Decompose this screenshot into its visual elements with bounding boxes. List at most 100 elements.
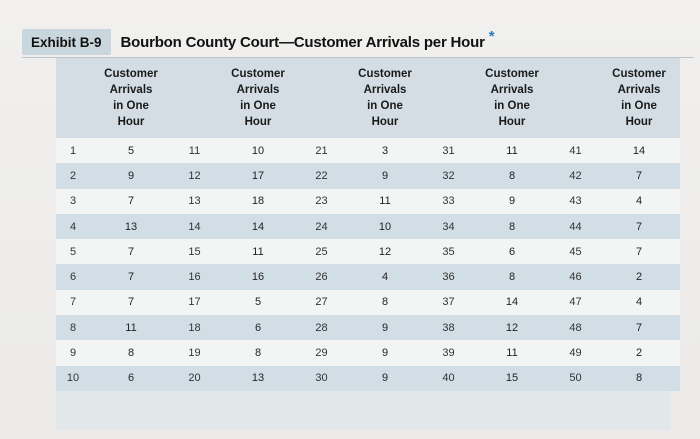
arrivals-value-cell: 11 bbox=[90, 315, 172, 341]
arrivals-value-cell: 7 bbox=[598, 315, 680, 341]
hour-number-cell: 5 bbox=[56, 239, 90, 265]
table-row: 2 9 12 17 22 9 32 8 42 7 bbox=[56, 163, 680, 189]
arrivals-value-cell: 7 bbox=[598, 239, 680, 265]
hour-number-cell: 34 bbox=[426, 213, 471, 240]
table-row: 6 7 16 16 26 4 36 8 46 2 bbox=[56, 264, 680, 290]
arrivals-value-cell: 14 bbox=[598, 138, 680, 164]
hour-number-cell: 8 bbox=[56, 315, 90, 341]
arrivals-value-cell: 8 bbox=[471, 163, 553, 189]
arrivals-value-cell: 5 bbox=[90, 138, 172, 164]
hour-number-cell: 17 bbox=[172, 289, 217, 316]
hour-number-cell: 35 bbox=[426, 239, 471, 265]
arrivals-value-cell: 5 bbox=[217, 289, 299, 316]
hour-number-cell: 29 bbox=[299, 340, 344, 366]
hour-number-cell: 30 bbox=[299, 365, 344, 391]
hour-number-cell: 3 bbox=[56, 188, 90, 214]
hour-number-cell: 49 bbox=[553, 340, 598, 366]
header-index-cell bbox=[299, 58, 344, 138]
arrivals-value-cell: 11 bbox=[471, 340, 553, 366]
hour-number-cell: 21 bbox=[299, 138, 344, 164]
arrivals-value-cell: 3 bbox=[344, 138, 426, 164]
arrivals-value-cell: 6 bbox=[90, 365, 172, 391]
hour-number-cell: 2 bbox=[56, 163, 90, 189]
header-customer-arrivals: Customer Arrivals in One Hour bbox=[471, 58, 553, 138]
arrivals-value-cell: 18 bbox=[217, 188, 299, 214]
arrivals-value-cell: 4 bbox=[598, 289, 680, 316]
hour-number-cell: 6 bbox=[56, 264, 90, 290]
title-divider bbox=[22, 57, 694, 58]
arrivals-value-cell: 8 bbox=[471, 213, 553, 240]
arrivals-value-cell: 12 bbox=[471, 315, 553, 341]
hour-number-cell: 28 bbox=[299, 315, 344, 341]
hour-number-cell: 27 bbox=[299, 289, 344, 316]
arrivals-value-cell: 7 bbox=[598, 213, 680, 240]
arrivals-table-container: Customer Arrivals in One Hour Customer Arriva… bbox=[56, 58, 680, 430]
hour-number-cell: 36 bbox=[426, 264, 471, 290]
hour-number-cell: 42 bbox=[553, 163, 598, 189]
hour-number-cell: 38 bbox=[426, 315, 471, 341]
arrivals-value-cell: 9 bbox=[90, 163, 172, 189]
header-customer-arrivals: Customer Arrivals in One Hour bbox=[90, 58, 172, 138]
hour-number-cell: 12 bbox=[172, 163, 217, 189]
hour-number-cell: 14 bbox=[172, 213, 217, 240]
hour-number-cell: 40 bbox=[426, 365, 471, 391]
header-row: Customer Arrivals in One Hour Customer Arriva… bbox=[56, 58, 680, 138]
footnote-star: * bbox=[488, 27, 495, 45]
hour-number-cell: 20 bbox=[172, 365, 217, 391]
arrivals-value-cell: 9 bbox=[344, 315, 426, 341]
hour-number-cell: 19 bbox=[172, 340, 217, 366]
arrivals-value-cell: 7 bbox=[598, 163, 680, 189]
table-row: 9 8 19 8 29 9 39 11 49 2 bbox=[56, 340, 680, 366]
hour-number-cell: 13 bbox=[172, 188, 217, 214]
table-body: 1 5 11 10 21 3 31 11 41 14 2 9 12 17 22 9 32 8 42 7 3 7 13 18 23… bbox=[56, 138, 680, 391]
arrivals-value-cell: 7 bbox=[90, 188, 172, 214]
hour-number-cell: 24 bbox=[299, 213, 344, 240]
hour-number-cell: 7 bbox=[56, 289, 90, 316]
arrivals-value-cell: 11 bbox=[344, 188, 426, 214]
arrivals-value-cell: 6 bbox=[217, 315, 299, 341]
header-index-cell bbox=[56, 58, 90, 138]
hour-number-cell: 26 bbox=[299, 264, 344, 290]
arrivals-value-cell: 10 bbox=[344, 213, 426, 240]
table-row: 5 7 15 11 25 12 35 6 45 7 bbox=[56, 239, 680, 265]
arrivals-value-cell: 8 bbox=[217, 340, 299, 366]
hour-number-cell: 44 bbox=[553, 213, 598, 240]
arrivals-value-cell: 8 bbox=[471, 264, 553, 290]
arrivals-value-cell: 11 bbox=[217, 239, 299, 265]
arrivals-value-cell: 8 bbox=[90, 340, 172, 366]
arrivals-value-cell: 2 bbox=[598, 340, 680, 366]
arrivals-value-cell: 13 bbox=[217, 365, 299, 391]
table-row: 8 11 18 6 28 9 38 12 48 7 bbox=[56, 315, 680, 341]
arrivals-value-cell: 11 bbox=[471, 138, 553, 164]
hour-number-cell: 37 bbox=[426, 289, 471, 316]
arrivals-value-cell: 12 bbox=[344, 239, 426, 265]
exhibit-label: Exhibit B-9 bbox=[22, 29, 111, 55]
arrivals-value-cell: 15 bbox=[471, 365, 553, 391]
header-index-cell bbox=[426, 58, 471, 138]
arrivals-value-cell: 16 bbox=[217, 264, 299, 290]
hour-number-cell: 47 bbox=[553, 289, 598, 316]
hour-number-cell: 10 bbox=[56, 365, 90, 391]
hour-number-cell: 32 bbox=[426, 163, 471, 189]
hour-number-cell: 18 bbox=[172, 315, 217, 341]
hour-number-cell: 46 bbox=[553, 264, 598, 290]
hour-number-cell: 22 bbox=[299, 163, 344, 189]
arrivals-value-cell: 4 bbox=[344, 264, 426, 290]
table-row: 1 5 11 10 21 3 31 11 41 14 bbox=[56, 138, 680, 164]
hour-number-cell: 11 bbox=[172, 138, 217, 164]
arrivals-value-cell: 7 bbox=[90, 289, 172, 316]
header-customer-arrivals: Customer Arrivals in One Hour bbox=[217, 58, 299, 138]
arrivals-value-cell: 9 bbox=[471, 188, 553, 214]
arrivals-value-cell: 8 bbox=[344, 289, 426, 316]
exhibit-title-bar: Exhibit B-9 Bourbon County Court—Custome… bbox=[22, 27, 690, 57]
hour-number-cell: 45 bbox=[553, 239, 598, 265]
header-index-cell bbox=[553, 58, 598, 138]
arrivals-value-cell: 2 bbox=[598, 264, 680, 290]
arrivals-value-cell: 7 bbox=[90, 239, 172, 265]
hour-number-cell: 4 bbox=[56, 213, 90, 240]
arrivals-value-cell: 13 bbox=[90, 213, 172, 240]
hour-number-cell: 23 bbox=[299, 188, 344, 214]
header-customer-arrivals: Customer Arrivals in One Hour bbox=[344, 58, 426, 138]
arrivals-value-cell: 9 bbox=[344, 163, 426, 189]
hour-number-cell: 25 bbox=[299, 239, 344, 265]
